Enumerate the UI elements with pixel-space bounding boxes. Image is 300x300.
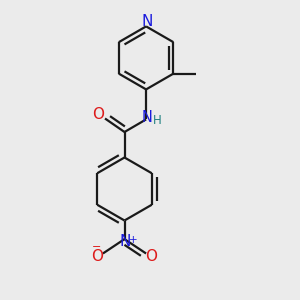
- Text: N: N: [141, 110, 152, 125]
- Text: +: +: [129, 235, 137, 245]
- Text: O: O: [146, 249, 158, 264]
- Text: H: H: [153, 113, 162, 127]
- Text: O: O: [92, 107, 104, 122]
- Text: O: O: [92, 249, 104, 264]
- Text: N: N: [120, 234, 131, 249]
- Text: −: −: [92, 242, 102, 252]
- Text: N: N: [141, 14, 152, 28]
